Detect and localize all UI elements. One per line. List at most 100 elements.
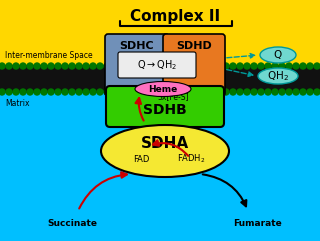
Circle shape: [20, 63, 26, 69]
Circle shape: [258, 63, 264, 69]
Circle shape: [69, 63, 75, 69]
Circle shape: [230, 89, 236, 95]
Text: SDHB: SDHB: [143, 103, 187, 117]
Circle shape: [139, 89, 145, 95]
Circle shape: [251, 89, 257, 95]
Circle shape: [195, 89, 201, 95]
Text: Complex II: Complex II: [130, 9, 220, 24]
Circle shape: [34, 63, 40, 69]
Ellipse shape: [260, 47, 296, 63]
Circle shape: [97, 89, 103, 95]
Ellipse shape: [258, 68, 298, 84]
Circle shape: [62, 63, 68, 69]
Circle shape: [146, 63, 152, 69]
Circle shape: [293, 89, 299, 95]
Text: Inter-membrane Space: Inter-membrane Space: [5, 52, 92, 60]
Circle shape: [55, 63, 61, 69]
Circle shape: [202, 63, 208, 69]
Circle shape: [0, 63, 5, 69]
Circle shape: [244, 63, 250, 69]
Circle shape: [13, 89, 19, 95]
Circle shape: [216, 89, 222, 95]
Circle shape: [118, 89, 124, 95]
Ellipse shape: [135, 81, 191, 96]
Circle shape: [90, 89, 96, 95]
Ellipse shape: [101, 125, 229, 177]
Circle shape: [279, 89, 285, 95]
Circle shape: [6, 63, 12, 69]
Circle shape: [209, 89, 215, 95]
Circle shape: [41, 63, 47, 69]
Circle shape: [69, 89, 75, 95]
Circle shape: [272, 89, 278, 95]
Circle shape: [153, 63, 159, 69]
Circle shape: [167, 63, 173, 69]
Circle shape: [223, 63, 229, 69]
Circle shape: [104, 89, 110, 95]
Circle shape: [188, 89, 194, 95]
Circle shape: [244, 89, 250, 95]
Circle shape: [202, 89, 208, 95]
Circle shape: [0, 89, 5, 95]
Circle shape: [314, 89, 320, 95]
Circle shape: [139, 63, 145, 69]
Text: Fumarate: Fumarate: [234, 219, 282, 228]
Circle shape: [251, 63, 257, 69]
Circle shape: [76, 63, 82, 69]
Text: Succinate: Succinate: [47, 219, 97, 228]
Circle shape: [181, 89, 187, 95]
Circle shape: [174, 63, 180, 69]
Circle shape: [97, 63, 103, 69]
Text: Q: Q: [274, 50, 282, 60]
Text: QH$_2$: QH$_2$: [267, 69, 289, 83]
Text: Heme: Heme: [148, 85, 178, 94]
Circle shape: [34, 89, 40, 95]
Circle shape: [55, 89, 61, 95]
Circle shape: [230, 63, 236, 69]
Circle shape: [286, 89, 292, 95]
Bar: [0, 65, 320, 93]
Circle shape: [153, 89, 159, 95]
Circle shape: [286, 63, 292, 69]
Circle shape: [307, 63, 313, 69]
Circle shape: [300, 63, 306, 69]
Circle shape: [237, 63, 243, 69]
Circle shape: [314, 63, 320, 69]
Text: Matrix: Matrix: [5, 99, 29, 107]
Circle shape: [27, 63, 33, 69]
Circle shape: [265, 89, 271, 95]
Circle shape: [195, 63, 201, 69]
Circle shape: [160, 89, 166, 95]
Circle shape: [160, 63, 166, 69]
Bar: [0, 93, 320, 241]
FancyBboxPatch shape: [163, 34, 225, 96]
Text: Q$\rightarrow$QH$_2$: Q$\rightarrow$QH$_2$: [137, 58, 177, 72]
Text: FADH$_2$: FADH$_2$: [177, 153, 205, 165]
Circle shape: [307, 89, 313, 95]
Circle shape: [265, 63, 271, 69]
Circle shape: [293, 63, 299, 69]
Circle shape: [41, 89, 47, 95]
Circle shape: [125, 63, 131, 69]
Circle shape: [111, 63, 117, 69]
Circle shape: [27, 89, 33, 95]
Circle shape: [272, 63, 278, 69]
Circle shape: [279, 63, 285, 69]
Circle shape: [104, 63, 110, 69]
Circle shape: [48, 89, 54, 95]
Circle shape: [20, 89, 26, 95]
Circle shape: [258, 89, 264, 95]
Text: SDHC: SDHC: [120, 41, 154, 51]
Circle shape: [90, 63, 96, 69]
Circle shape: [216, 63, 222, 69]
Circle shape: [209, 63, 215, 69]
Circle shape: [83, 89, 89, 95]
Circle shape: [132, 63, 138, 69]
Circle shape: [237, 89, 243, 95]
Circle shape: [300, 89, 306, 95]
Circle shape: [6, 89, 12, 95]
FancyBboxPatch shape: [118, 52, 196, 78]
Text: SDHA: SDHA: [141, 136, 189, 152]
Circle shape: [223, 89, 229, 95]
Circle shape: [146, 89, 152, 95]
